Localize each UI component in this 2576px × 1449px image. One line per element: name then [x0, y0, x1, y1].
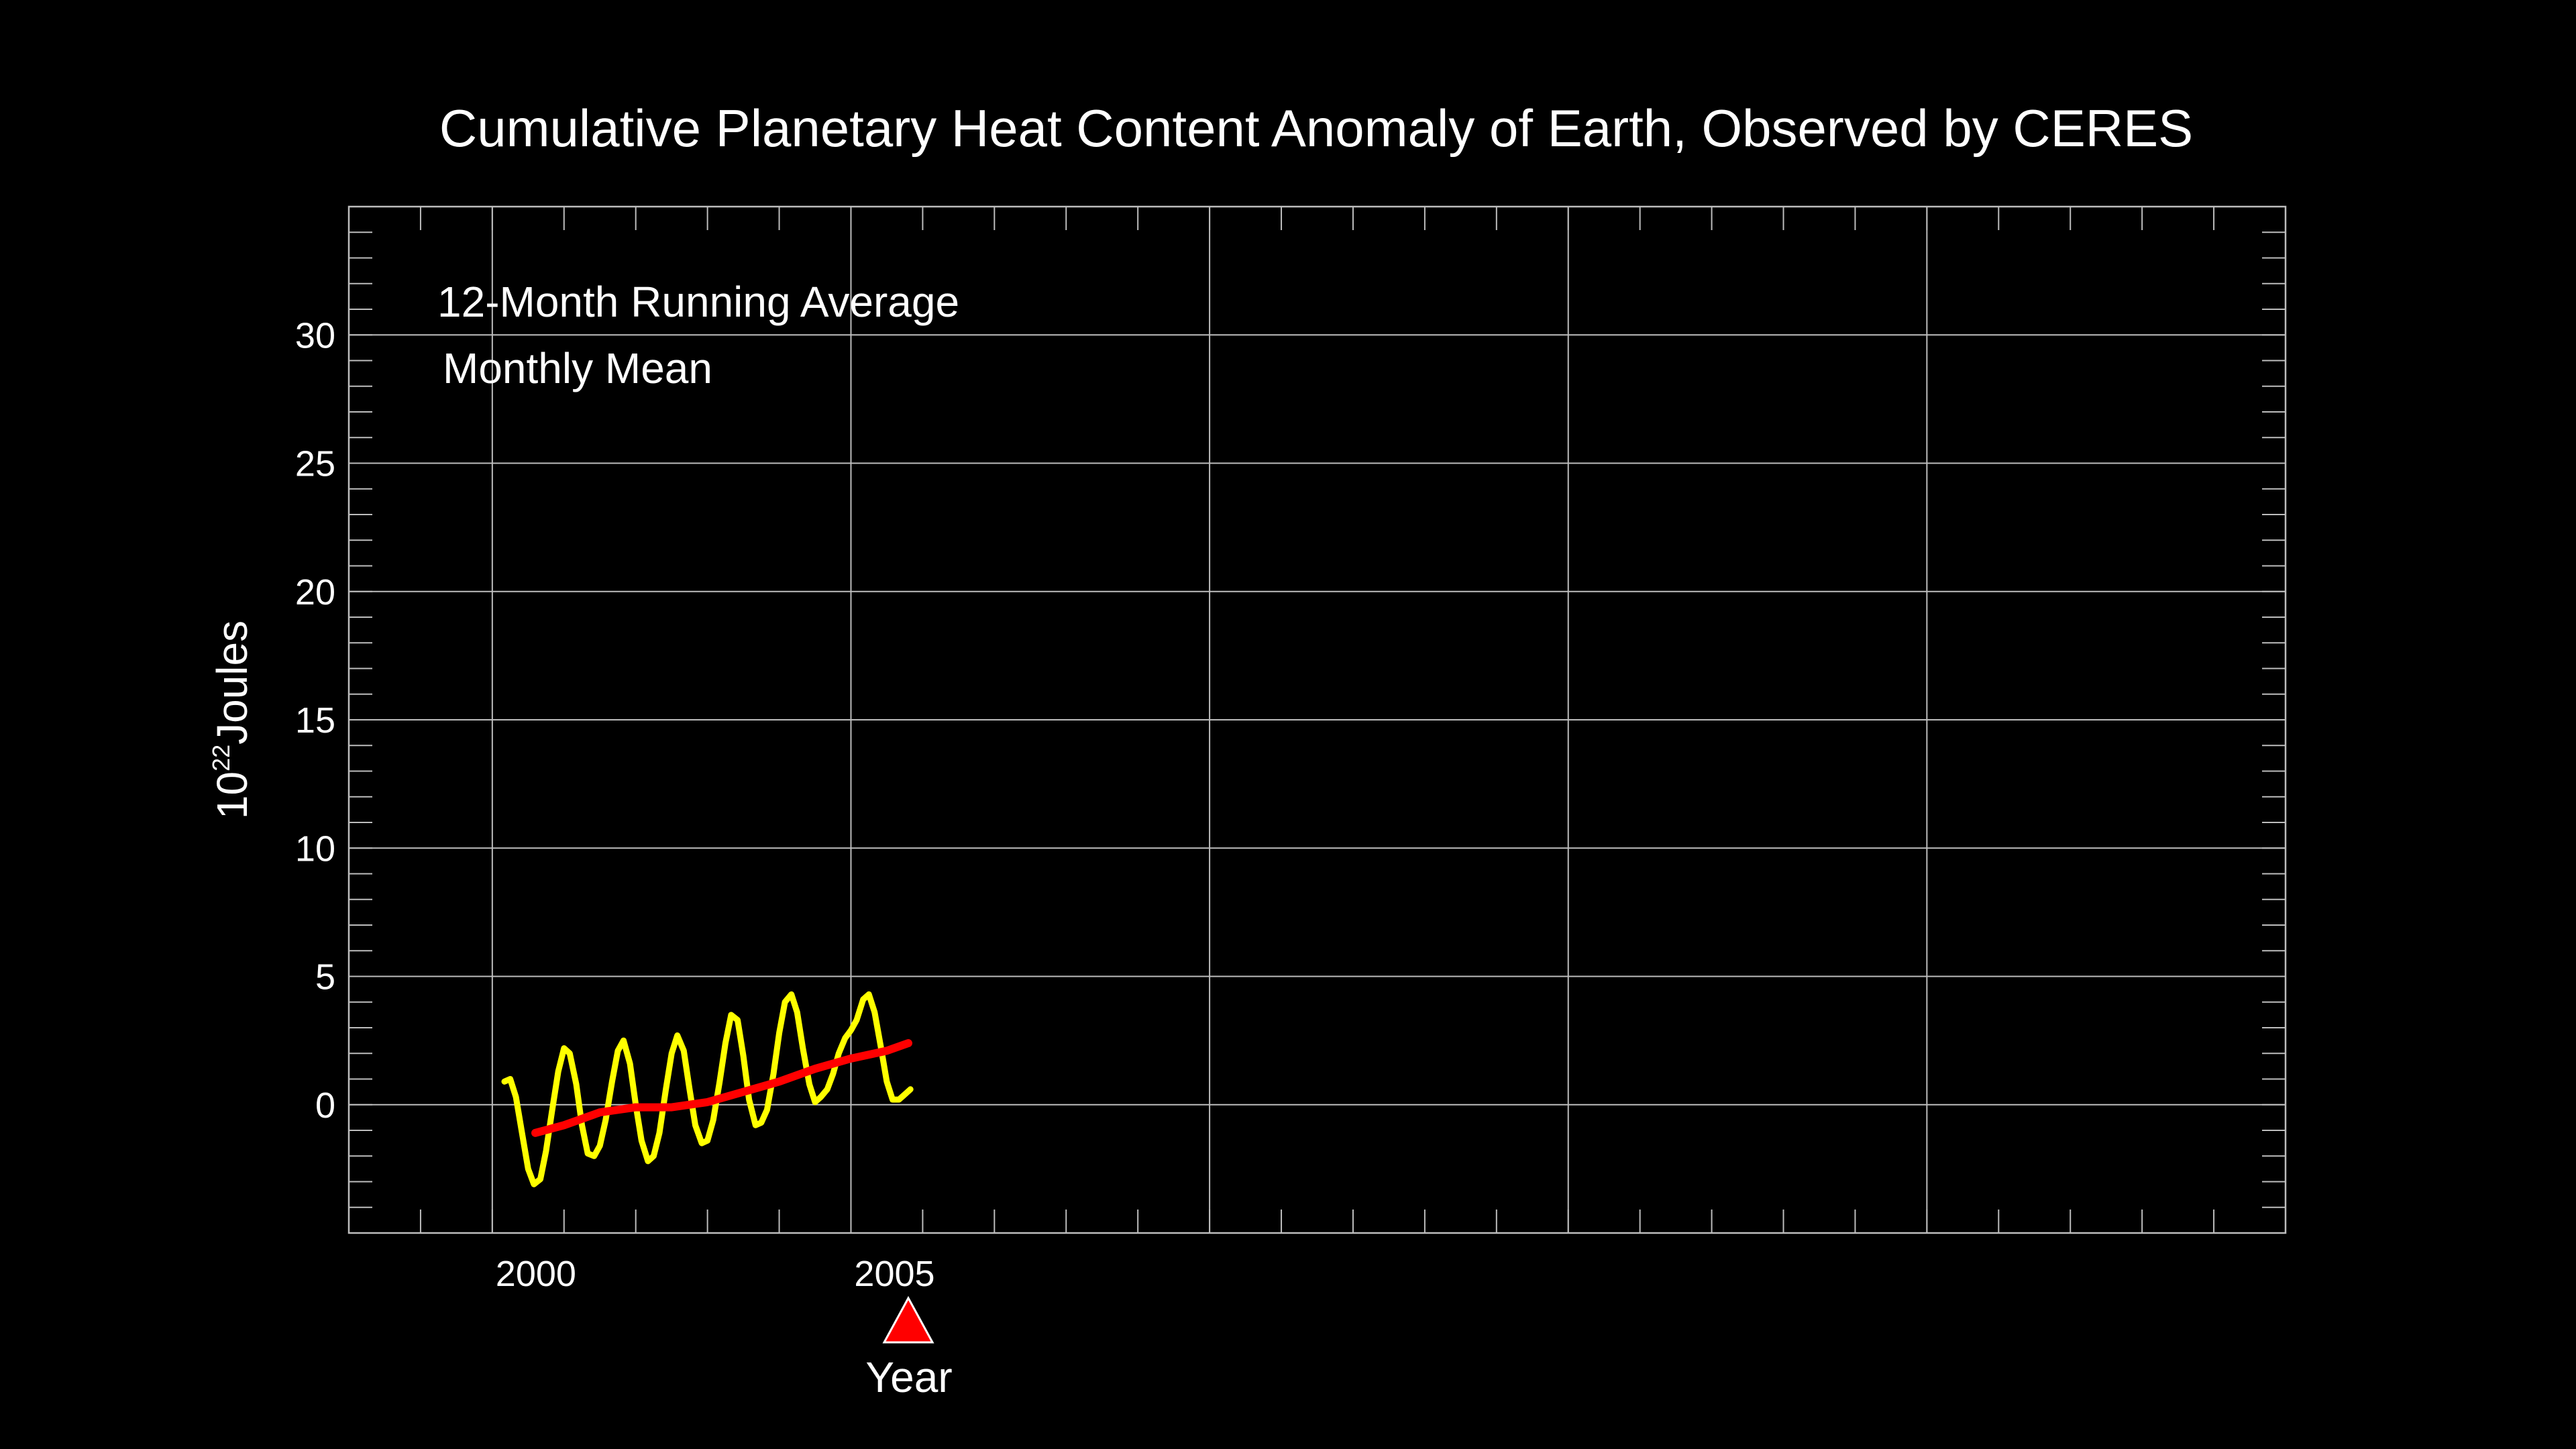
current-year-marker-triangle	[882, 1295, 934, 1344]
y-tick-label: 20	[295, 572, 335, 612]
y-axis-title-exponent: 22	[207, 745, 235, 771]
y-tick-label: 10	[295, 828, 335, 869]
plot-frame	[347, 205, 2287, 1234]
series-line-monthly-mean	[501, 991, 914, 1187]
series-line-running-average	[531, 1039, 912, 1137]
chart-title: Cumulative Planetary Heat Content Anomal…	[439, 99, 2193, 158]
x-tick-label: 2000	[496, 1254, 576, 1294]
y-axis-title: 1022Joules	[207, 621, 256, 819]
legend-entry-running-average: 12-Month Running Average	[437, 278, 959, 326]
x-axis-title: Year	[865, 1353, 952, 1401]
y-axis-title-unit: Joules	[208, 621, 256, 745]
x-axis-tick-labels: 2000 2005	[496, 1254, 935, 1294]
y-tick-label: 25	[295, 444, 335, 484]
x-tick-label: 2005	[854, 1254, 934, 1294]
y-axis-tick-labels: 0 5 10 15 20 25 30	[295, 315, 335, 1126]
y-tick-label: 0	[315, 1085, 335, 1126]
y-axis-title-base: 10	[208, 771, 256, 819]
y-tick-label: 5	[315, 957, 335, 998]
y-tick-label: 15	[295, 700, 335, 741]
y-tick-label: 30	[295, 315, 335, 356]
legend-entry-monthly-mean: Monthly Mean	[443, 344, 712, 392]
series	[501, 991, 914, 1187]
legend: 12-Month Running Average Monthly Mean	[437, 278, 959, 392]
